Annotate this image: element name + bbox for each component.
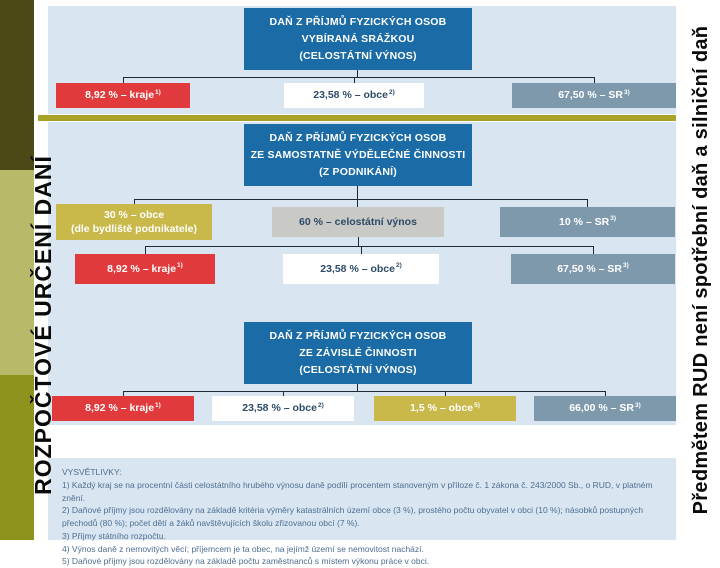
connector-line	[594, 77, 595, 83]
footnote-ref: 1)	[155, 401, 161, 409]
flow-box-label: 67,50 % – SR3)	[558, 88, 630, 102]
footnote-ref: 2)	[317, 401, 324, 409]
flow-box-label: 8,92 % – kraje1)	[85, 88, 161, 102]
connector-line	[605, 391, 606, 396]
connector-line	[593, 246, 594, 254]
footnote-ref: 2)	[395, 262, 402, 270]
footnote-ref: 2)	[388, 88, 395, 96]
flow-box-sr: 67,50 % – SR3)	[512, 83, 676, 108]
legend-item: 2) Daňové příjmy jsou rozdělovány na zák…	[62, 505, 644, 528]
flow-box-obce-bydliste: 30 % – obce (dle bydliště podnikatele)	[56, 204, 212, 240]
footnote-ref: 3)	[610, 215, 616, 223]
flow-box-label: 23,58 % – obce2)	[313, 88, 395, 102]
header-line: (Z PODNIKÁNÍ)	[319, 166, 397, 178]
legend-item: 3) Příjmy státního rozpočtu.	[62, 530, 166, 541]
footnote-ref: 1)	[155, 88, 161, 96]
legend-panel: VYSVĚTLIVKY: 1) Každý kraj se na procent…	[48, 458, 676, 566]
flow-box-label: 8,92 % – kraje1)	[107, 262, 183, 275]
footnote-ref: 3)	[623, 262, 629, 270]
footnote-ref: 5)	[474, 401, 480, 409]
connector-line	[445, 391, 446, 396]
connector-line	[358, 237, 359, 246]
header-line: DAŇ Z PŘÍJMŮ FYZICKÝCH OSOB	[269, 16, 447, 28]
flow-box-label: 30 % – obce	[103, 208, 165, 221]
connector-line	[134, 199, 135, 204]
legend-item: 4) Výnos daně z nemovitých věcí; příjemc…	[62, 543, 424, 554]
footnote-ref: 3)	[635, 401, 641, 409]
connector-line	[361, 246, 362, 254]
header-line: ZE ZÁVISLÉ ČINNOSTI	[299, 347, 417, 359]
connector-line	[134, 199, 587, 200]
connector-line	[145, 246, 593, 247]
header-line: ZE SAMOSTATNĚ VÝDĚLEČNÉ ČINNOSTI	[250, 149, 466, 161]
footnote-ref: 1)	[177, 262, 183, 270]
header-line: DAŇ Z PŘÍJMŮ FYZICKÝCH OSOB	[269, 330, 447, 342]
connector-line	[123, 391, 124, 396]
header-line: (CELOSTÁTNÍ VÝNOS)	[299, 50, 417, 62]
connector-line	[283, 391, 284, 396]
flow-box-celostatni-vynos: 60 % – celostátní výnos	[272, 207, 444, 237]
flow-box-label: 66,00 % – SR3)	[569, 401, 641, 415]
connector-line	[357, 186, 358, 207]
flow-box-obce: 23,58 % – obce2)	[212, 396, 354, 421]
flow-box-label: 8,92 % – kraje1)	[85, 401, 161, 415]
vertical-side-note: Předmětem RUD není spotřební daň a silni…	[690, 25, 712, 515]
legend-item: 1) Každý kraj se na procentní části celo…	[62, 479, 653, 503]
connector-line	[123, 391, 606, 392]
sidebar-strip-middle	[0, 170, 34, 375]
flow-box-label: 23,58 % – obce2)	[320, 262, 402, 275]
flow-box-label: 23,58 % – obce2)	[242, 401, 324, 415]
header-line: VYBÍRANÁ SRÁŽKOU	[301, 33, 415, 45]
flow-box-label: 1,5 % – obce5)	[410, 401, 480, 415]
flow-box-sr: 10 % – SR3)	[500, 207, 675, 237]
sidebar-strip-bottom	[0, 375, 34, 540]
connector-line	[587, 199, 588, 207]
tax-header-vybirana-srazkou: DAŇ Z PŘÍJMŮ FYZICKÝCH OSOB VYBÍRANÁ SRÁ…	[244, 8, 472, 70]
flow-box-sublabel: (dle bydliště podnikatele)	[70, 223, 198, 235]
connector-line	[145, 246, 146, 254]
flow-box-sr: 67,50 % – SR3)	[511, 254, 675, 284]
flow-box-kraje: 8,92 % – kraje1)	[56, 83, 190, 108]
section-divider	[38, 115, 676, 121]
flow-box-sr: 66,00 % – SR3)	[534, 396, 676, 421]
sidebar-strip-top	[0, 0, 34, 170]
flow-box-kraje: 8,92 % – kraje1)	[52, 396, 194, 421]
connector-line	[123, 77, 124, 83]
connector-line	[357, 70, 358, 77]
flow-box-obce-motivacni: 1,5 % – obce5)	[374, 396, 516, 421]
legend-item: 5) Daňové příjmy jsou rozdělovány na zák…	[62, 556, 430, 567]
flow-box-label: 60 % – celostátní výnos	[299, 215, 417, 228]
flow-box-label: 10 % – SR3)	[559, 215, 616, 228]
header-line: (CELOSTÁTNÍ VÝNOS)	[299, 364, 417, 376]
flow-box-kraje: 8,92 % – kraje1)	[75, 254, 215, 284]
tax-header-podnikani: DAŇ Z PŘÍJMŮ FYZICKÝCH OSOB ZE SAMOSTATN…	[244, 124, 472, 186]
flow-box-label: 67,50 % – SR3)	[557, 262, 629, 275]
connector-line	[123, 77, 595, 78]
header-line: DAŇ Z PŘÍJMŮ FYZICKÝCH OSOB	[269, 132, 447, 144]
legend-title: VYSVĚTLIVKY:	[62, 467, 122, 477]
connector-line	[354, 77, 355, 83]
tax-header-zavisla-cinnost: DAŇ Z PŘÍJMŮ FYZICKÝCH OSOB ZE ZÁVISLÉ Č…	[244, 322, 472, 384]
footnote-ref: 3)	[624, 88, 630, 96]
connector-line	[357, 384, 358, 391]
flow-box-obce: 23,58 % – obce2)	[283, 254, 439, 284]
flow-box-obce: 23,58 % – obce2)	[284, 83, 424, 108]
vertical-slide-title: ROZPOČTOVÉ URČENÍ DANÍ	[30, 155, 56, 495]
